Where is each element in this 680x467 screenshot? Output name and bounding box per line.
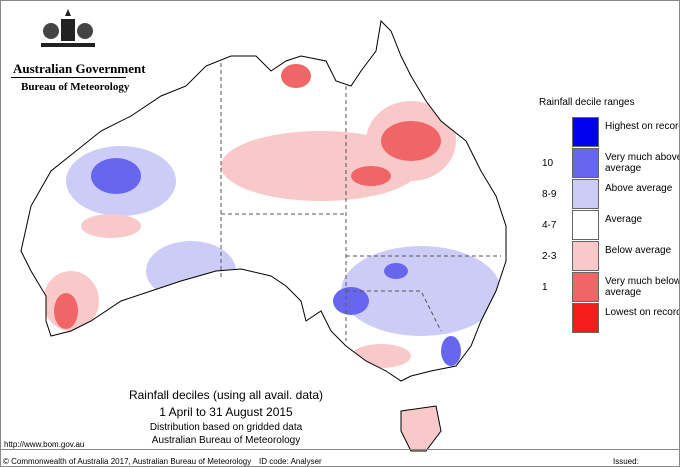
legend-label: Below average <box>605 245 672 256</box>
state-borders <box>220 63 501 341</box>
map-subtitle: Distribution based on gridded data <box>149 422 303 433</box>
logo-divider <box>11 77 126 78</box>
legend-decile: 4-7 <box>542 220 557 231</box>
legend-decile: 2-3 <box>542 251 557 262</box>
id-code: ID code: Analyser <box>259 457 322 466</box>
map-title: Rainfall deciles (using all avail. data) <box>128 388 324 402</box>
legend-label: Highest on record <box>605 121 680 132</box>
legend-swatch <box>572 303 599 333</box>
legend-title: Rainfall decile ranges <box>539 97 635 108</box>
legend-label: Average <box>605 214 643 225</box>
map-source: Australian Bureau of Meteorology <box>151 435 301 446</box>
url-link[interactable]: http://www.bom.gov.au <box>4 440 85 449</box>
legend-label: Very much above average <box>605 152 680 174</box>
legend-decile: 1 <box>542 282 548 293</box>
legend-swatch <box>572 241 599 271</box>
footer-divider <box>1 449 679 450</box>
legend-swatch <box>572 272 599 302</box>
legend-swatch <box>572 148 599 178</box>
legend-swatch <box>572 117 599 147</box>
legend-decile: 8-9 <box>542 189 557 200</box>
legend-swatch <box>572 210 599 240</box>
legend-label: Very much below average <box>605 276 680 298</box>
map-period: 1 April to 31 August 2015 <box>159 405 293 419</box>
copyright: © Commonwealth of Australia 2017, Austra… <box>3 457 252 466</box>
legend-label: Above average <box>605 183 673 194</box>
issued-date: Issued: 19/07/2017 <box>613 457 639 466</box>
tasmania <box>400 405 442 452</box>
very-much-below-region <box>381 121 441 161</box>
bureau-label: Bureau of Meteorology <box>21 81 130 93</box>
legend-label: Lowest on record <box>605 307 680 318</box>
government-label: Australian Government <box>13 61 146 76</box>
coat-of-arms-logo <box>41 9 95 47</box>
legend-decile: 10 <box>542 158 554 169</box>
very-much-above-region <box>91 158 141 194</box>
legend-swatch <box>572 179 599 209</box>
